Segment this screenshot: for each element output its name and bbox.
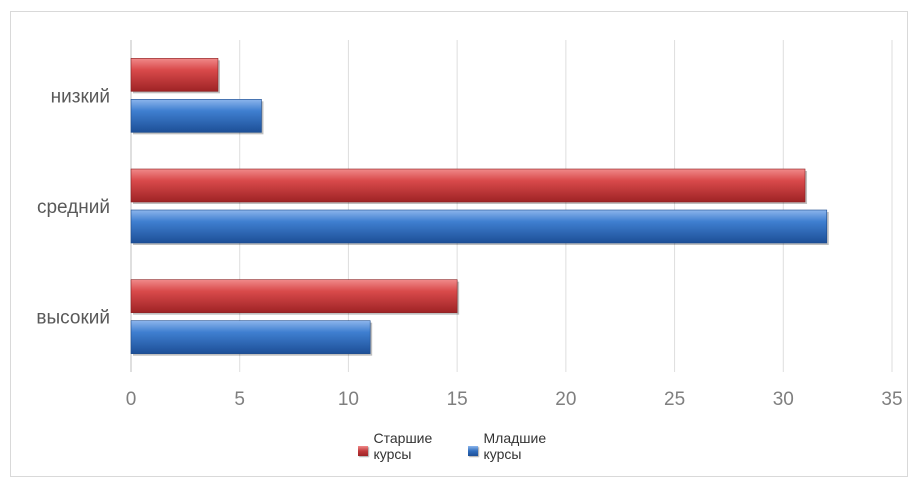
- x-tick-label: 35: [881, 389, 902, 410]
- bar-senior-2: [130, 279, 458, 313]
- legend-label-junior: Младшие курсы: [483, 430, 547, 462]
- bar-junior-2: [130, 320, 371, 354]
- bar-senior-1: [130, 168, 806, 203]
- bar-junior-0: [130, 99, 262, 133]
- legend-swatch-junior: [467, 446, 478, 456]
- legend-label-senior: Старшие курсы: [373, 430, 433, 462]
- x-tick-label: 20: [555, 389, 576, 410]
- x-tick-label: 25: [664, 389, 685, 410]
- x-tick-label: 30: [773, 389, 794, 410]
- bar-senior-0: [130, 58, 219, 92]
- legend-swatch-senior: [357, 446, 368, 456]
- x-tick-label: 10: [338, 389, 359, 410]
- x-tick-label: 0: [126, 389, 137, 410]
- x-tick-label: 5: [234, 389, 245, 410]
- x-tick-label: 15: [447, 389, 468, 410]
- bar-junior-1: [130, 209, 828, 244]
- legend-item-senior: Старшие курсы: [357, 430, 450, 462]
- y-category-label: средний: [37, 197, 110, 218]
- chart-legend: Старшие курсы Младшие курсы: [0, 430, 917, 462]
- legend-item-junior: Младшие курсы: [467, 430, 560, 462]
- y-category-label: низкий: [51, 86, 110, 107]
- y-category-label: высокий: [36, 308, 110, 329]
